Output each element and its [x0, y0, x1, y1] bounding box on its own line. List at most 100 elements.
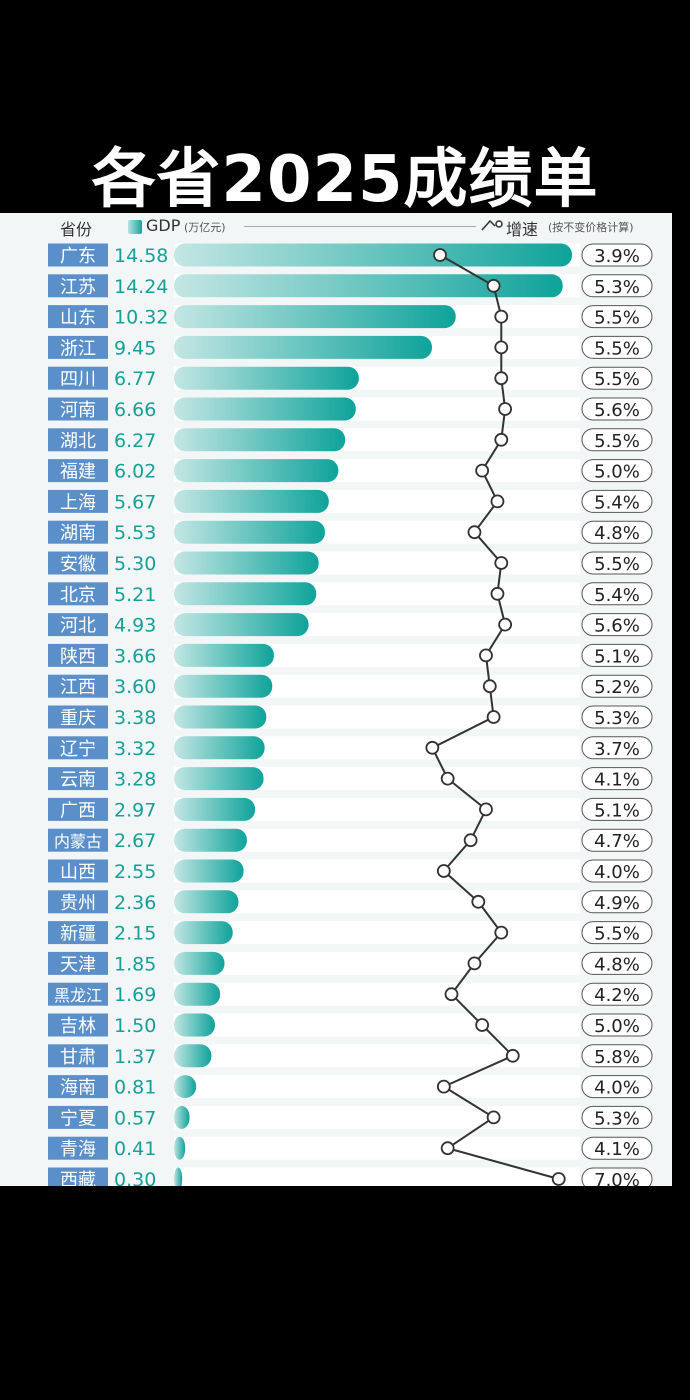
row-band: [174, 1044, 580, 1068]
growth-value-label: 5.5%: [594, 338, 640, 359]
growth-value-label: 5.3%: [594, 708, 640, 729]
gdp-bar: [174, 736, 265, 760]
gdp-value-label: 5.67: [114, 491, 156, 513]
growth-point: [505, 1048, 520, 1063]
growth-value-label: 5.3%: [594, 277, 640, 298]
growth-value-label: 4.0%: [594, 862, 640, 883]
province-label: 吉林: [60, 1016, 96, 1037]
gdp-bar: [174, 274, 563, 298]
province-label: 甘肃: [60, 1047, 96, 1068]
gdp-bar: [174, 1105, 190, 1129]
gdp-bar: [174, 582, 317, 606]
growth-value-label: 5.5%: [594, 924, 640, 945]
gdp-bar: [174, 520, 325, 544]
gdp-bar: [174, 613, 309, 637]
growth-pill: [581, 705, 653, 729]
gdp-bar: [174, 674, 273, 698]
growth-point: [463, 833, 478, 848]
province-label-bg: [48, 613, 108, 637]
growth-value-label: 4.8%: [594, 954, 640, 975]
growth-pill: [581, 951, 653, 975]
province-label: 浙江: [60, 338, 96, 359]
province-label: 安徽: [60, 554, 96, 575]
growth-point: [475, 463, 490, 478]
gdp-value-label: 2.55: [114, 861, 156, 883]
gdp-value-label: 0.41: [114, 1138, 156, 1160]
gdp-value-label: 2.15: [114, 923, 156, 945]
growth-value-label: 5.3%: [594, 1108, 640, 1129]
gdp-value-label: 6.27: [114, 430, 156, 452]
row-band: [174, 828, 580, 852]
growth-pill: [581, 428, 653, 452]
gdp-bar: [174, 828, 247, 852]
row-band: [174, 1105, 580, 1129]
gdp-value-label: 2.67: [114, 830, 156, 852]
gdp-bar: [174, 767, 264, 791]
growth-value-label: 5.5%: [594, 554, 640, 575]
gdp-value-label: 2.36: [114, 892, 156, 914]
province-label-bg: [48, 705, 108, 729]
growth-point: [479, 648, 493, 663]
province-label: 广东: [60, 246, 96, 267]
province-label: 云南: [60, 770, 96, 791]
province-label-bg: [48, 674, 108, 698]
province-label-bg: [48, 982, 108, 1006]
growth-pill: [581, 459, 653, 483]
growth-value-label: 5.0%: [594, 462, 640, 483]
row-band: [174, 643, 580, 667]
province-label-bg: [48, 736, 108, 760]
growth-value-label: 5.6%: [594, 616, 640, 637]
gdp-value-label: 2.97: [114, 799, 156, 821]
province-label-bg: [48, 951, 108, 975]
gdp-value-label: 1.50: [114, 1015, 156, 1037]
gdp-bar: [174, 1013, 215, 1037]
row-band: [174, 951, 580, 975]
gdp-bar: [174, 1044, 212, 1068]
growth-value-label: 4.9%: [594, 893, 640, 914]
province-label-bg: [48, 1075, 108, 1099]
gdp-value-label: 6.66: [114, 399, 156, 421]
growth-value-label: 5.1%: [594, 800, 640, 821]
province-label-bg: [48, 859, 108, 883]
growth-pill: [581, 520, 653, 544]
province-label: 辽宁: [60, 739, 96, 760]
growth-pill: [581, 335, 653, 359]
growth-value-label: 5.2%: [594, 677, 640, 698]
growth-pill: [581, 643, 653, 667]
province-label: 上海: [60, 492, 96, 513]
gdp-bar: [174, 705, 267, 729]
row-band: [174, 921, 580, 945]
growth-point: [475, 1018, 490, 1032]
growth-value-label: 4.2%: [594, 985, 640, 1006]
growth-pill: [581, 1075, 653, 1099]
growth-pill: [581, 1044, 653, 1068]
gdp-value-label: 0.81: [114, 1077, 156, 1099]
province-label: 江西: [60, 677, 96, 698]
growth-pill: [581, 982, 653, 1006]
row-band: [174, 1013, 580, 1037]
chart-panel: 省份 GDP (万亿元) 增速 (按不变价格计算) 广东 14.58 3.9% 江苏 1…: [0, 213, 672, 1186]
growth-value-label: 5.4%: [594, 492, 640, 513]
growth-value-label: 4.7%: [594, 831, 640, 852]
province-label: 天津: [60, 954, 96, 975]
province-label-bg: [48, 1167, 108, 1186]
gdp-value-label: 14.58: [114, 245, 168, 267]
province-label: 山西: [60, 862, 96, 883]
growth-value-label: 5.5%: [594, 431, 640, 452]
growth-pill: [581, 489, 653, 513]
province-label-bg: [48, 767, 108, 791]
row-band: [174, 674, 580, 698]
province-label: 广西: [60, 800, 96, 821]
row-band: [174, 1075, 580, 1099]
growth-point: [494, 556, 509, 570]
growth-value-label: 4.1%: [594, 770, 640, 791]
province-label: 黑龙江: [54, 986, 102, 1005]
gdp-value-label: 10.32: [114, 307, 168, 329]
growth-value-label: 5.4%: [594, 585, 640, 606]
growth-point: [486, 1110, 501, 1125]
growth-pill: [581, 890, 653, 914]
growth-point: [440, 1141, 455, 1156]
gdp-value-label: 5.30: [114, 553, 156, 575]
province-label-bg: [48, 397, 108, 421]
growth-point: [444, 987, 459, 1002]
